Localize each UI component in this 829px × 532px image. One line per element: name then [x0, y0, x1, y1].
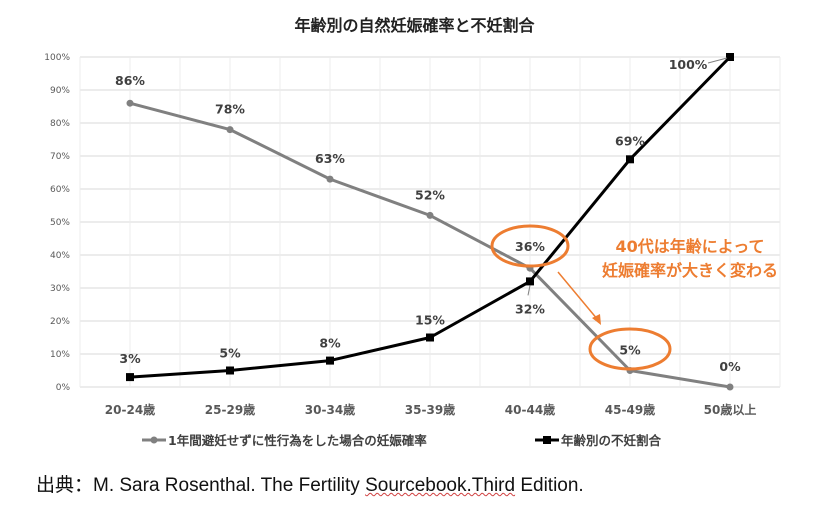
data-label: 86%: [115, 73, 145, 88]
x-tick-label: 30-34歳: [305, 402, 355, 417]
annotation: 40代は年齢によって 妊娠確率が大きく変わる: [490, 224, 778, 371]
data-label: 69%: [615, 133, 645, 148]
data-label: 8%: [319, 336, 341, 351]
data-point-marker: [226, 126, 234, 134]
y-tick-label: 40%: [50, 251, 70, 261]
data-label: 5%: [619, 343, 641, 358]
data-point-marker: [726, 383, 734, 391]
highlight-ellipse-45-49: [588, 327, 672, 371]
leader-line: [527, 285, 531, 296]
source-prefix: 出典：M. Sara Rosenthal. The Fertility: [36, 475, 366, 496]
data-label: 15%: [415, 313, 445, 328]
legend-label-1: 1年間避妊せずに性行為をした場合の妊娠確率: [168, 433, 427, 448]
data-point-marker: [526, 277, 534, 286]
y-tick-label: 50%: [50, 218, 70, 228]
data-point-marker: [726, 53, 734, 61]
data-label: 0%: [719, 359, 741, 374]
annotation-arrow: [557, 271, 599, 321]
x-tick-label: 20-24歳: [105, 402, 155, 417]
legend-marker-1: [150, 436, 158, 444]
y-tick-label: 100%: [44, 53, 70, 63]
x-tick-label: 25-29歳: [205, 402, 255, 417]
x-tick-label: 50歳以上: [704, 402, 757, 417]
data-label: 5%: [219, 346, 241, 361]
y-tick-label: 20%: [50, 317, 70, 327]
data-label: 32%: [515, 301, 545, 316]
y-tick-label: 60%: [50, 185, 70, 195]
highlight-ellipse-40-44: [490, 224, 570, 268]
y-axis: 0% 10% 20% 30% 40% 50% 60% 70% 80% 90% 100%: [44, 53, 70, 393]
y-tick-label: 10%: [50, 350, 70, 360]
data-point-marker: [126, 373, 134, 382]
data-label: 36%: [515, 239, 545, 254]
data-point-marker: [326, 175, 334, 183]
data-label: 3%: [119, 351, 141, 366]
data-point-marker: [426, 211, 434, 219]
x-tick-label: 45-49歳: [605, 402, 655, 417]
annotation-line-2: 妊娠確率が大きく変わる: [602, 261, 778, 280]
data-label: 78%: [215, 102, 245, 117]
x-axis: 20-24歳 25-29歳 30-34歳 35-39歳 40-44歳 45-49歳 50歳以…: [105, 402, 757, 417]
x-tick-label: 40-44歳: [505, 402, 555, 417]
data-point-marker: [326, 356, 334, 365]
y-tick-label: 0%: [56, 383, 71, 393]
leader-line: [707, 57, 728, 64]
gridlines: [79, 56, 781, 388]
x-tick-label: 35-39歳: [405, 402, 455, 417]
source-underlined: Sourcebook.Third: [365, 475, 516, 496]
data-label: 100%: [669, 57, 708, 72]
y-tick-label: 80%: [50, 119, 70, 129]
arrow-head-icon: [592, 314, 601, 325]
y-tick-label: 30%: [50, 284, 70, 294]
data-point-marker: [626, 155, 634, 164]
data-label: 63%: [315, 151, 345, 166]
data-label: 52%: [415, 187, 445, 202]
legend: 1年間避妊せずに性行為をした場合の妊娠確率 年齢別の不妊割合: [142, 433, 662, 448]
data-point-marker: [226, 366, 234, 375]
source-suffix: Edition.: [515, 475, 584, 496]
data-point-marker: [126, 99, 134, 107]
y-tick-label: 70%: [50, 152, 70, 162]
legend-marker-2: [543, 436, 551, 444]
data-labels: 86% 78% 63% 52% 36% 5% 0% 3% 5% 8% 15% 32% 69% 100%: [115, 57, 741, 374]
source-citation: 出典：M. Sara Rosenthal. The Fertility Sour…: [36, 470, 584, 497]
y-tick-label: 90%: [50, 86, 70, 96]
chart-title: 年齢別の自然妊娠確率と不妊割合: [294, 16, 535, 35]
data-point-marker: [426, 333, 434, 342]
legend-label-2: 年齢別の不妊割合: [561, 433, 662, 448]
annotation-line-1: 40代は年齢によって: [616, 237, 765, 256]
